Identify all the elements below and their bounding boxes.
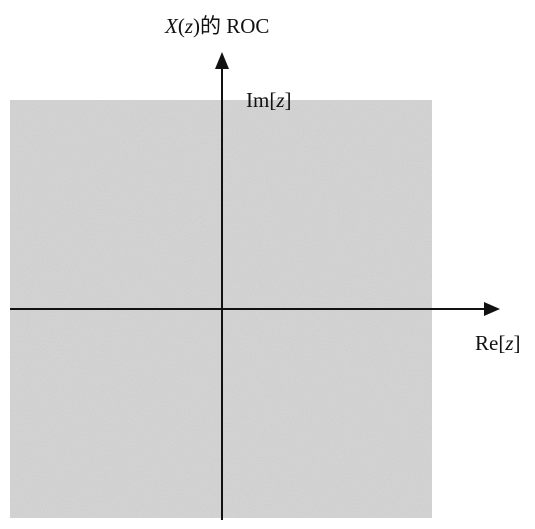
- real-axis-arrowhead: [484, 302, 500, 316]
- imaginary-axis-arrowhead: [215, 52, 229, 69]
- im-label-suffix: ]: [284, 88, 292, 112]
- re-label-var: z: [505, 331, 514, 355]
- re-label-prefix: Re[: [475, 331, 506, 355]
- imaginary-axis-label: Im[z]: [246, 90, 292, 111]
- title-prefix: X: [165, 14, 178, 38]
- re-label-suffix: ]: [513, 331, 521, 355]
- im-label-prefix: Im[: [246, 88, 277, 112]
- im-label-var: z: [276, 88, 285, 112]
- title-open: (: [177, 14, 185, 38]
- title-var: z: [184, 14, 194, 38]
- diagram-title: X(z)的 ROC: [165, 16, 269, 37]
- title-suffix: )的 ROC: [193, 14, 270, 38]
- real-axis-label: Re[z]: [475, 333, 521, 354]
